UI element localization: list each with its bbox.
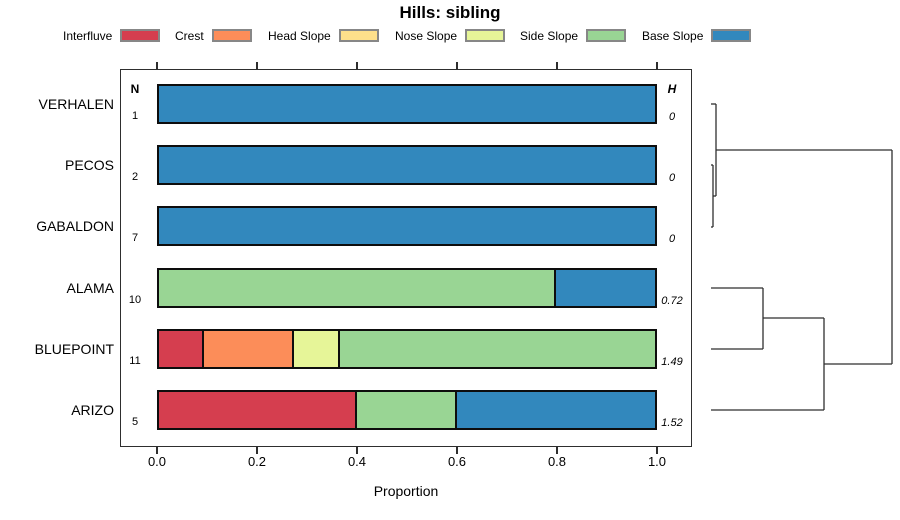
bar-segment <box>294 331 340 367</box>
row-label: ARIZO <box>71 402 114 418</box>
h-value: 1.52 <box>661 417 683 429</box>
n-value: 1 <box>131 110 139 122</box>
x-axis-tick <box>456 62 458 69</box>
x-axis-tick <box>356 62 358 69</box>
x-axis-tick <box>656 62 658 69</box>
bar-segment <box>456 392 655 428</box>
legend-swatch <box>711 29 752 42</box>
legend-item: Crest <box>175 27 252 44</box>
legend-swatch <box>465 29 506 42</box>
bar-row <box>157 329 657 369</box>
legend-item-label: Crest <box>175 28 204 43</box>
n-value: 5 <box>131 416 139 428</box>
x-axis-tick-label: 0.2 <box>247 454 267 469</box>
x-axis-tick <box>556 447 558 454</box>
legend-item-label: Base Slope <box>642 28 704 43</box>
x-axis-tick <box>256 62 258 69</box>
h-column-header: H <box>667 82 677 96</box>
h-value: 1.49 <box>661 356 683 368</box>
legend-item-label: Head Slope <box>268 28 331 43</box>
x-axis-tick <box>356 447 358 454</box>
bar-segment <box>159 208 655 244</box>
row-label: BLUEPOINT <box>34 341 114 357</box>
x-axis-tick <box>656 447 658 454</box>
bar-segment <box>555 270 655 306</box>
bar-row <box>157 206 657 246</box>
legend-item: Interfluve <box>63 27 161 44</box>
bar-row <box>157 84 657 124</box>
page-title: Hills: sibling <box>399 3 501 22</box>
row-label: PECOS <box>64 157 114 173</box>
x-axis-tick-label: 0.4 <box>347 454 367 469</box>
row-label: GABALDON <box>36 218 114 234</box>
bar-segment <box>204 331 295 367</box>
row-label: VERHALEN <box>38 96 114 112</box>
x-axis-tick <box>556 62 558 69</box>
h-value: 0 <box>668 172 676 184</box>
bar-row <box>157 145 657 185</box>
h-value: 0.72 <box>661 295 683 307</box>
bar-segment <box>159 331 205 367</box>
x-axis-tick <box>156 62 158 69</box>
bar-segment <box>159 147 655 183</box>
n-value: 11 <box>129 355 141 367</box>
n-value: 10 <box>128 294 142 306</box>
legend-item-label: Nose Slope <box>395 28 458 43</box>
x-axis-tick-label: 1.0 <box>647 454 667 469</box>
n-value: 2 <box>131 171 139 183</box>
legend-swatch <box>338 29 379 42</box>
bar-segment <box>159 86 655 122</box>
legend-item-label: Side Slope <box>520 28 579 43</box>
legend-item: Head Slope <box>268 27 379 44</box>
legend-item: Base Slope <box>642 27 752 44</box>
legend-swatch <box>211 29 252 42</box>
x-axis-tick <box>256 447 258 454</box>
legend-swatch <box>586 29 627 42</box>
n-value: 7 <box>131 232 139 244</box>
bar-row <box>157 390 657 430</box>
legend-item-label: Interfluve <box>63 28 113 43</box>
bar-row <box>157 268 657 308</box>
x-axis-tick <box>456 447 458 454</box>
legend-swatch <box>120 29 161 42</box>
row-label: ALAMA <box>66 280 114 296</box>
x-axis-tick-label: 0.0 <box>147 454 167 469</box>
legend-item: Nose Slope <box>395 27 506 44</box>
bar-segment <box>357 392 457 428</box>
x-axis-title: Proportion <box>373 483 439 499</box>
h-value: 0 <box>668 233 676 245</box>
x-axis-tick <box>156 447 158 454</box>
plot-box <box>120 69 692 447</box>
bar-segment <box>339 331 655 367</box>
bar-segment <box>159 392 358 428</box>
n-column-header: N <box>130 82 140 96</box>
bar-segment <box>159 270 556 306</box>
h-value: 0 <box>668 111 676 123</box>
legend-item: Side Slope <box>520 27 627 44</box>
x-axis-tick-label: 0.8 <box>547 454 567 469</box>
x-axis-tick-label: 0.6 <box>447 454 467 469</box>
